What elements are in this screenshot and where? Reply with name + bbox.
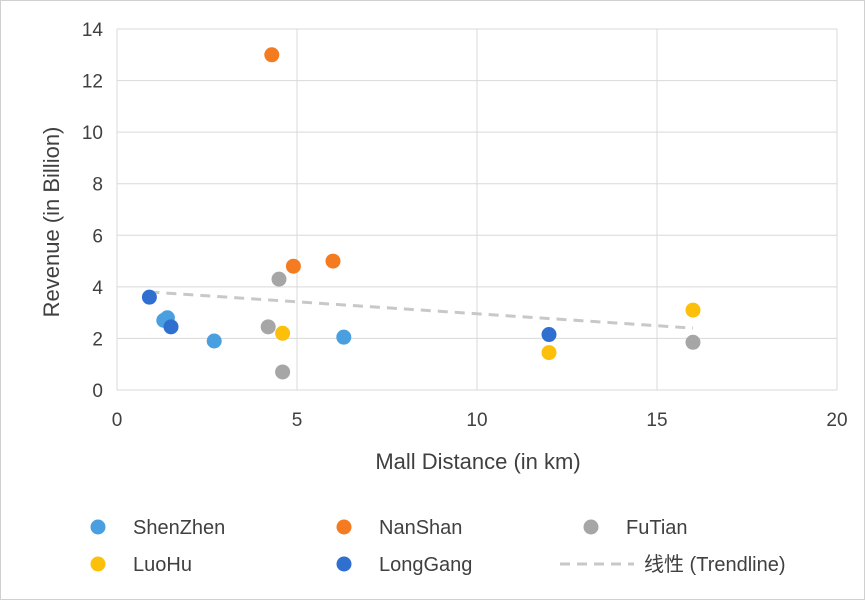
data-point-nanshan	[264, 47, 280, 63]
legend-marker-nanshan	[336, 519, 352, 535]
x-axis-title: Mall Distance (in km)	[375, 449, 580, 474]
data-point-luohu	[685, 302, 701, 318]
legend-label-longgang: LongGang	[379, 554, 472, 576]
legend-marker-shenzhen	[90, 519, 106, 535]
legend-label-futian: FuTian	[626, 517, 688, 539]
x-tick-label: 20	[826, 410, 847, 431]
data-point-shenzhen	[206, 333, 222, 349]
legend: ShenZhen NanShan FuTian LuoHu LongGang 线性 (Tr…	[90, 517, 786, 576]
legend-label-trendline: 线性 (Trendline)	[644, 553, 786, 576]
y-axis-title: Revenue (in Billion)	[39, 127, 64, 318]
y-tick-label: 6	[92, 226, 103, 247]
y-tick-label: 8	[92, 175, 103, 196]
y-tick-label: 14	[82, 20, 104, 41]
data-point-shenzhen	[336, 329, 352, 345]
data-points	[141, 47, 701, 380]
y-tick-label: 12	[82, 72, 103, 93]
data-point-futian	[275, 364, 291, 380]
data-point-longgang	[141, 289, 157, 305]
y-tick-label: 0	[92, 381, 103, 402]
y-axis-tick-labels: 0 2 4 6 8 10 12 14	[82, 20, 104, 402]
legend-label-nanshan: NanShan	[379, 517, 462, 539]
data-point-longgang	[163, 319, 179, 335]
data-point-longgang	[541, 327, 557, 343]
x-tick-label: 0	[112, 410, 123, 431]
gridlines	[116, 28, 838, 391]
legend-label-luohu: LuoHu	[133, 554, 192, 576]
x-axis-tick-labels: 0 5 10 15 20	[112, 410, 848, 431]
x-tick-label: 5	[292, 410, 303, 431]
y-tick-label: 10	[82, 123, 103, 144]
trendline-layer	[149, 290, 694, 330]
data-point-nanshan	[325, 253, 341, 269]
data-point-futian	[260, 319, 276, 335]
data-point-futian	[685, 334, 701, 350]
x-tick-label: 15	[646, 410, 667, 431]
data-point-nanshan	[285, 258, 301, 274]
y-tick-label: 4	[92, 278, 103, 299]
legend-label-shenzhen: ShenZhen	[133, 517, 225, 539]
data-point-luohu	[275, 325, 291, 341]
data-point-futian	[271, 271, 287, 287]
trendline	[149, 290, 694, 330]
legend-marker-futian	[583, 519, 599, 535]
x-tick-label: 10	[466, 410, 487, 431]
legend-marker-longgang	[336, 556, 352, 572]
legend-marker-luohu	[90, 556, 106, 572]
data-point-luohu	[541, 345, 557, 361]
y-tick-label: 2	[92, 329, 103, 350]
